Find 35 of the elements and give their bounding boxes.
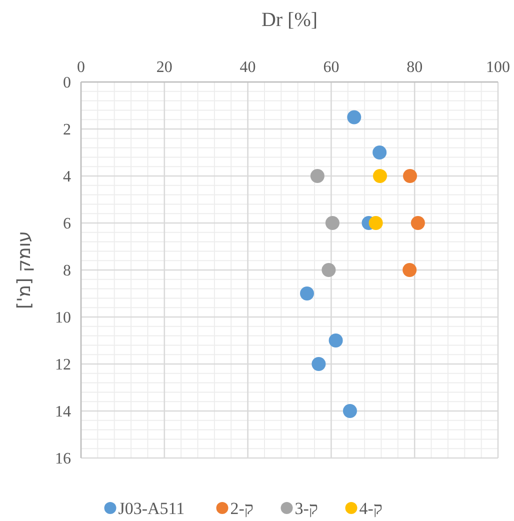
point — [328, 334, 343, 348]
x-tick-label: 40 — [240, 59, 256, 76]
x-tick-label: 20 — [156, 59, 172, 76]
y-tick-label: 0 — [63, 74, 71, 92]
point — [403, 169, 418, 183]
y-tick-label: 6 — [63, 216, 71, 233]
point — [310, 169, 324, 183]
point — [312, 357, 326, 371]
y-tick-label: 14 — [55, 404, 71, 421]
x-tick-label: 100 — [486, 59, 510, 76]
y-tick-label: 12 — [55, 356, 71, 374]
y-axis-title: עומק [מ'] — [14, 230, 35, 310]
y-tick-label: 8 — [63, 262, 71, 280]
x-axis-title: Dr [%] — [261, 9, 318, 31]
point — [300, 286, 314, 300]
x-tick-label: 60 — [323, 59, 340, 76]
point — [342, 404, 357, 418]
point — [325, 216, 340, 230]
legend-label: ק-2 — [230, 498, 254, 518]
point — [372, 169, 387, 183]
point — [372, 146, 387, 160]
point — [322, 263, 336, 277]
legend-label: ק-3 — [294, 498, 318, 518]
y-tick-label: 16 — [55, 450, 71, 468]
x-tick-label: 0 — [77, 59, 85, 76]
legend-label: J03-A511 — [118, 498, 185, 518]
legend-label: ק-4 — [359, 498, 383, 518]
point — [410, 216, 425, 230]
y-tick-label: 4 — [63, 168, 71, 186]
x-tick-label: 80 — [406, 59, 423, 76]
point — [347, 110, 362, 124]
point — [368, 216, 383, 230]
y-tick-label: 2 — [63, 122, 71, 139]
y-tick-label: 10 — [55, 310, 71, 327]
point — [402, 263, 417, 277]
